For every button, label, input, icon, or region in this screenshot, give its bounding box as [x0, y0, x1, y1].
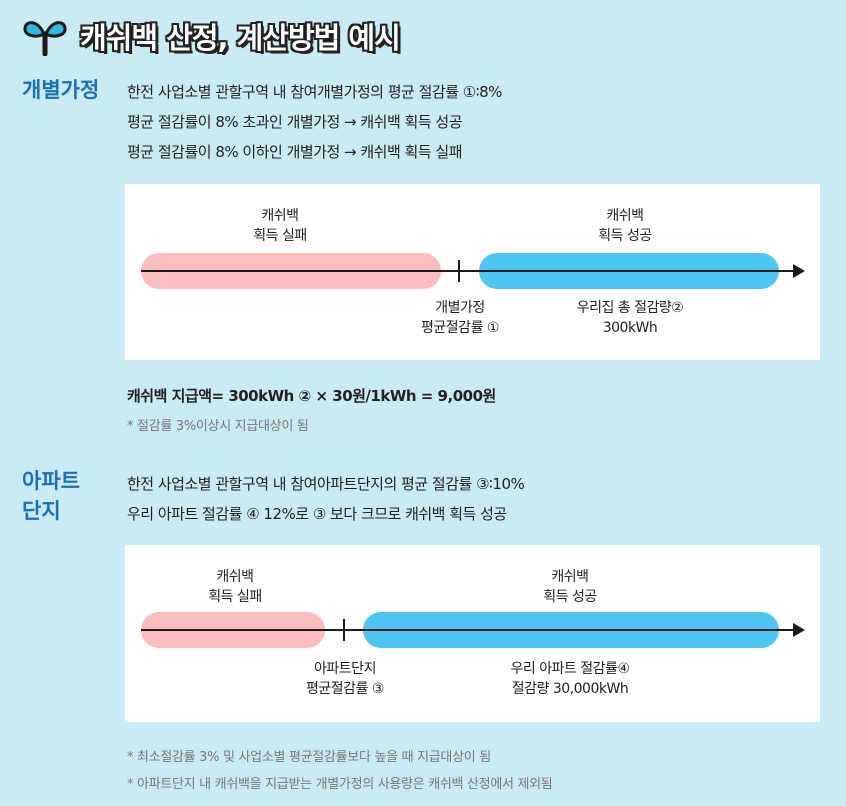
- section-label-apartment: 아파트 단지: [22, 469, 80, 523]
- apartment-line-2: 우리 아파트 절감률 ④ 12%로 ③ 보다 크므로 캐쉬백 획득 성공: [127, 505, 507, 523]
- axis-line: [141, 270, 803, 272]
- axis-line: [141, 629, 803, 631]
- threshold-tick: [458, 260, 460, 282]
- household-note: * 절감률 3%이상시 지급대상이 됨: [127, 419, 309, 434]
- tick-caption: 아파트단지 평균절감률 ③: [306, 661, 384, 697]
- arrow-right-icon: [793, 623, 805, 637]
- apartment-note-1: * 최소절감률 3% 및 사업소별 평균절감률보다 높을 때 지급대상이 됨: [127, 750, 491, 765]
- apartment-note-2: * 아파트단지 내 캐쉬백을 지급받는 개별가정의 사용량은 캐쉬백 산정에서 …: [127, 777, 553, 792]
- household-diagram: 캐쉬백 획득 실패 캐쉬백 획득 성공 개별가정 평균절감률 ① 우리집 총 절…: [125, 184, 820, 360]
- section-label-household: 개별가정: [22, 78, 100, 102]
- threshold-tick: [343, 619, 345, 641]
- sprout-icon: [23, 21, 67, 56]
- fail-caption: 캐쉬백 획득 실패: [208, 569, 262, 605]
- household-line-3: 평균 절감률이 8% 이하인 개별가정 → 캐쉬백 획득 실패: [127, 143, 463, 161]
- household-line-1: 한전 사업소별 관할구역 내 참여개별가정의 평균 절감률 ①∶8%: [127, 83, 502, 101]
- arrow-right-icon: [793, 264, 805, 278]
- formula: 캐쉬백 지급액= 300kWh ② × 30원/1kWh = 9,000원: [127, 387, 496, 405]
- fail-caption: 캐쉬백 획득 실패: [253, 208, 307, 244]
- apartment-diagram: 캐쉬백 획득 실패 캐쉬백 획득 성공 아파트단지 평균절감률 ③ 우리 아파트…: [125, 545, 820, 722]
- value-caption: 우리 아파트 절감률④ 절감량 30,000kWh: [510, 661, 631, 697]
- apartment-line-1: 한전 사업소별 관할구역 내 참여아파트단지의 평균 절감률 ③∶10%: [127, 475, 525, 493]
- title-row: 캐쉬백 산정, 계산방법 예시: [22, 14, 401, 58]
- tick-caption: 개별가정 평균절감률 ①: [421, 300, 499, 336]
- page-title: 캐쉬백 산정, 계산방법 예시: [80, 21, 401, 55]
- success-caption: 캐쉬백 획득 성공: [543, 569, 597, 605]
- success-caption: 캐쉬백 획득 성공: [598, 208, 652, 244]
- value-caption: 우리집 총 절감량② 300kWh: [576, 300, 684, 336]
- household-line-2: 평균 절감률이 8% 초과인 개별가정 → 캐쉬백 획득 성공: [127, 113, 463, 131]
